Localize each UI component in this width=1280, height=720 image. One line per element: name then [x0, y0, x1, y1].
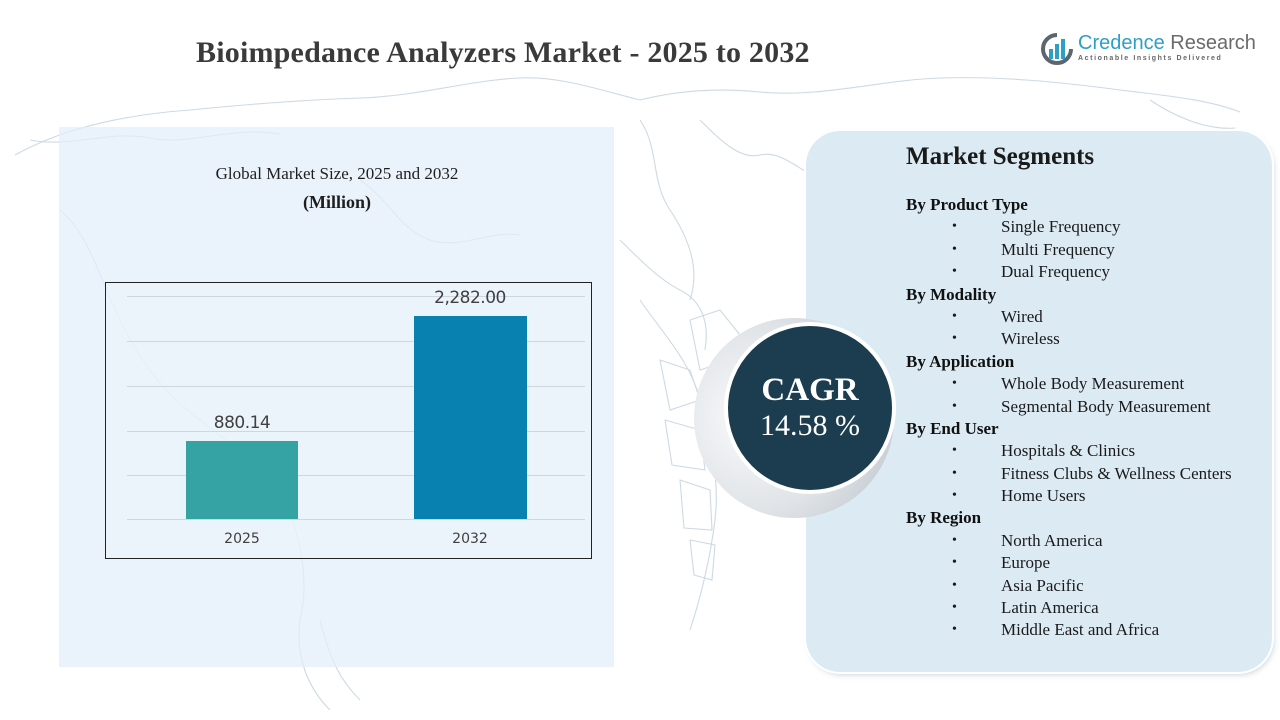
bullet-icon: •	[952, 532, 957, 548]
segments-list: By Product Type • Single Frequency • Multi…	[906, 194, 1266, 642]
bullet-icon: •	[952, 308, 957, 324]
bar-chart: 880.14 2,282.00 2025 2032	[105, 282, 592, 559]
segments-title: Market Segments	[906, 143, 1095, 170]
segment-item: • Latin America	[906, 597, 1266, 619]
segment-item: • Wireless	[906, 328, 1266, 350]
segment-item: • Asia Pacific	[906, 575, 1266, 597]
bullet-icon: •	[952, 622, 957, 638]
segment-item: • Single Frequency	[906, 216, 1266, 238]
gridline	[127, 431, 585, 432]
segment-item: • Segmental Body Measurement	[906, 396, 1266, 418]
segment-item: • Europe	[906, 552, 1266, 574]
segment-group-product-type: By Product Type	[906, 195, 1028, 214]
segment-item: • North America	[906, 530, 1266, 552]
gridline	[127, 341, 585, 342]
bullet-icon: •	[952, 398, 957, 414]
segment-item: • Home Users	[906, 485, 1266, 507]
segment-group-region: By Region	[906, 508, 982, 528]
cagr-value: 14.58 %	[760, 409, 860, 442]
gridline	[127, 296, 585, 297]
segment-group-application: By Application	[906, 351, 1015, 371]
segment-item: • Hospitals & Clinics	[906, 440, 1266, 462]
bullet-icon: •	[952, 241, 957, 257]
cagr-badge: CAGR 14.58 %	[724, 322, 896, 494]
chart-title: Global Market Size, 2025 and 2032	[215, 164, 459, 183]
segment-item: • Wired	[906, 306, 1266, 328]
bullet-icon: •	[952, 264, 957, 280]
logo-name-research: Research	[1164, 32, 1256, 54]
logo-name-credence: Credence	[1078, 32, 1165, 54]
logo-tagline: Actionable Insights Delivered	[1078, 55, 1223, 62]
segment-item: • Fitness Clubs & Wellness Centers	[906, 463, 1266, 485]
x-tick-2025: 2025	[224, 531, 260, 547]
bullet-icon: •	[952, 577, 957, 593]
credence-research-logo: Credence Research Actionable Insights De…	[1040, 30, 1260, 70]
page-title: Bioimpedance Analyzers Market - 2025 to …	[196, 36, 810, 69]
x-tick-2032: 2032	[452, 531, 488, 547]
bullet-icon: •	[952, 465, 957, 481]
bar-2025	[186, 441, 298, 519]
logo-bar-chart-icon	[1041, 33, 1073, 65]
bullet-icon: •	[952, 219, 957, 235]
segment-item: • Middle East and Africa	[906, 619, 1266, 641]
gridline	[127, 386, 585, 387]
bullet-icon: •	[952, 443, 957, 459]
bullet-icon: •	[952, 555, 957, 571]
x-axis-baseline	[127, 519, 585, 520]
bar-value-2032: 2,282.00	[434, 288, 506, 308]
bullet-icon: •	[952, 488, 957, 504]
segment-group-end-user: By End User	[906, 418, 999, 438]
gridline	[127, 475, 585, 476]
bullet-icon: •	[952, 600, 957, 616]
logo-name: Credence Research	[1078, 32, 1256, 55]
bullet-icon: •	[952, 376, 957, 392]
bullet-icon: •	[952, 331, 957, 347]
chart-unit: (Million)	[303, 192, 371, 212]
cagr-label: CAGR	[761, 372, 859, 408]
segment-group-modality: By Modality	[906, 284, 997, 304]
bar-2032	[414, 316, 527, 519]
segment-item: • Multi Frequency	[906, 239, 1266, 261]
bar-value-2025: 880.14	[213, 413, 271, 433]
segment-item: • Whole Body Measurement	[906, 373, 1266, 395]
segment-item: • Dual Frequency	[906, 261, 1266, 283]
